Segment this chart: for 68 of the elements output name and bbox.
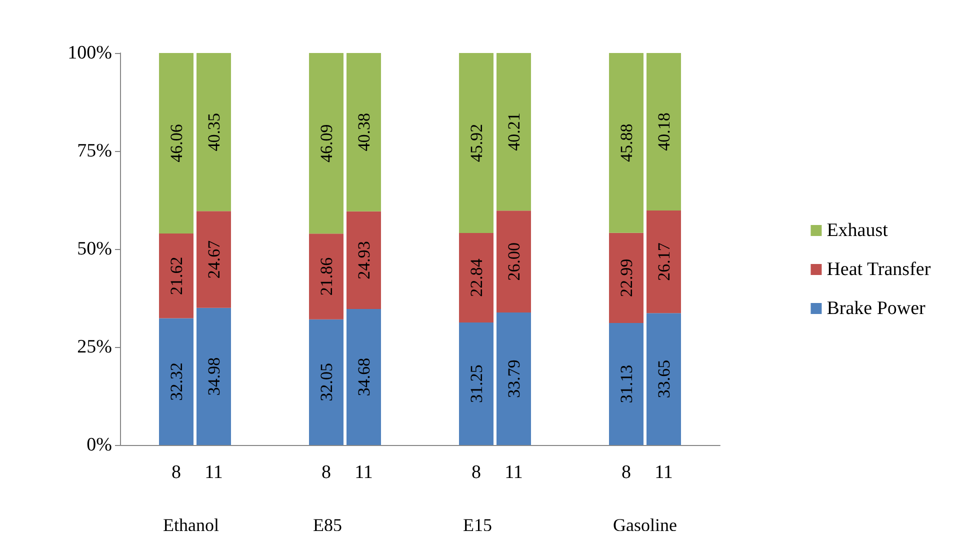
data-label: 46.09 <box>316 124 336 162</box>
y-tick-label: 100% <box>68 42 112 64</box>
data-label: 31.13 <box>616 364 636 404</box>
data-label: 46.06 <box>166 124 186 162</box>
bar <box>346 53 381 212</box>
bar <box>309 53 344 234</box>
x-tick-label: 11 <box>654 462 673 483</box>
data-label: 32.32 <box>166 362 186 401</box>
x-tick-label: 8 <box>472 462 481 483</box>
data-label: 26.00 <box>504 242 524 281</box>
bar <box>196 211 231 308</box>
y-tick-label: 50% <box>77 238 112 260</box>
data-label: 26.17 <box>654 242 674 281</box>
bar <box>496 312 531 445</box>
bar <box>646 313 681 445</box>
data-label: 21.86 <box>316 257 336 296</box>
legend-label: Exhaust <box>826 220 889 241</box>
data-label: 40.18 <box>654 112 674 151</box>
bar <box>609 322 644 445</box>
x-tick-label: 11 <box>504 462 523 483</box>
data-label: 22.84 <box>466 258 486 297</box>
bar <box>609 232 644 323</box>
y-tick-label: 0% <box>86 434 112 456</box>
legend-label: Heat Transfer <box>826 259 932 280</box>
bar <box>496 53 531 211</box>
data-label: 40.38 <box>354 113 374 152</box>
data-label: 34.68 <box>354 358 374 396</box>
data-label: 24.93 <box>354 241 374 280</box>
data-label: 22.99 <box>616 258 636 298</box>
data-label: 45.88 <box>616 124 636 162</box>
bar <box>196 308 231 445</box>
text: E15 <box>463 515 492 535</box>
bar <box>646 210 681 314</box>
bar <box>459 53 494 233</box>
bar <box>459 322 494 445</box>
bar <box>459 232 494 322</box>
data-label: 24.67 <box>204 240 224 279</box>
legend-label: Brake Power <box>826 298 926 319</box>
data-label: 32.05 <box>316 363 336 402</box>
bar <box>346 309 381 445</box>
data-label: 40.21 <box>504 112 524 151</box>
data-label: 31.25 <box>466 364 486 403</box>
bar <box>346 211 381 310</box>
bar <box>496 210 531 313</box>
y-tick-label: 25% <box>77 336 112 358</box>
text: Ethanol <box>163 515 219 535</box>
x-tick-label: 8 <box>622 462 631 483</box>
bar <box>309 319 344 445</box>
bar <box>196 53 231 212</box>
bar <box>646 53 681 211</box>
text: E85 <box>313 515 342 535</box>
data-label: 33.79 <box>504 360 524 398</box>
x-tick-label: 8 <box>322 462 331 483</box>
bar <box>159 318 194 445</box>
x-tick-label: 11 <box>204 462 223 483</box>
bar <box>609 53 644 233</box>
x-tick-label: 8 <box>172 462 181 483</box>
bar <box>309 234 344 320</box>
bar <box>159 234 194 318</box>
data-label: 34.98 <box>204 357 224 396</box>
data-label: 45.92 <box>466 124 486 162</box>
bar <box>159 53 194 234</box>
x-tick-label: 11 <box>354 462 373 483</box>
data-label: 40.35 <box>204 112 224 152</box>
data-label: 33.65 <box>654 360 674 398</box>
y-tick-label: 75% <box>77 140 112 162</box>
data-label: 21.62 <box>166 256 186 296</box>
text: Gasoline <box>613 515 677 535</box>
